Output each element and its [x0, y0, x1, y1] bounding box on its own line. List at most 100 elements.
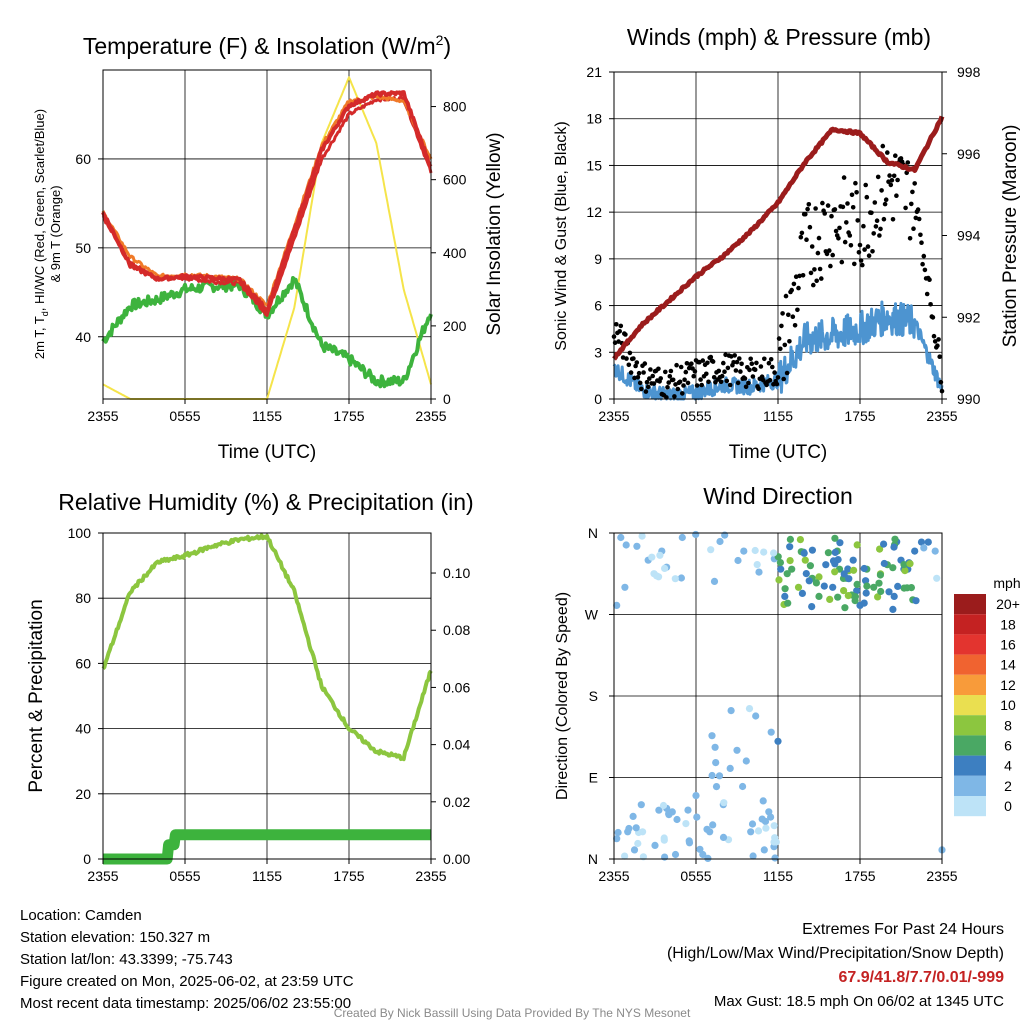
direction-point	[786, 543, 794, 551]
direction-point	[745, 705, 754, 713]
direction-point	[659, 801, 668, 810]
gust-point	[811, 282, 816, 288]
gust-point	[935, 343, 940, 349]
gust-point	[799, 230, 805, 236]
gust-point	[766, 360, 772, 366]
direction-point	[629, 812, 637, 821]
wind-y-tick-label: 15	[586, 157, 602, 173]
direction-point	[831, 548, 839, 557]
gust-point	[748, 356, 753, 362]
direction-point	[880, 559, 888, 568]
direction-point	[786, 535, 795, 544]
gust-point	[692, 369, 698, 374]
gust-point	[791, 281, 797, 287]
wind-y-tick-label: 3	[594, 344, 602, 360]
direction-point	[704, 854, 712, 863]
wind-y-tick-label: 21	[586, 64, 602, 80]
gust-point	[820, 200, 825, 206]
gust-point	[792, 323, 798, 328]
direction-point	[840, 570, 848, 578]
direction-ylabel: Direction (Colored By Speed)	[554, 592, 571, 800]
direction-point	[802, 570, 810, 578]
gust-point	[733, 368, 739, 373]
direction-point	[715, 772, 724, 780]
gust-point	[891, 173, 897, 179]
direction-point	[815, 573, 823, 581]
station-elevation: Station elevation: 150.327 m	[20, 929, 211, 946]
direction-point	[739, 782, 747, 791]
gust-point	[778, 346, 783, 352]
gust-point	[786, 312, 791, 318]
gust-point	[819, 276, 824, 281]
direction-point	[733, 746, 741, 754]
direction-point	[761, 817, 770, 826]
direction-point	[614, 828, 622, 837]
direction-point	[661, 853, 669, 861]
gust-point	[689, 361, 694, 367]
wind-y-tick-label: 0	[594, 391, 602, 407]
gust-point	[873, 224, 879, 229]
legend-swatch	[954, 634, 986, 655]
humidity-line	[101, 533, 433, 762]
gust-point	[747, 367, 752, 373]
direction-point	[924, 538, 932, 546]
direction-point	[727, 707, 735, 715]
pressure-y-tick-label: 992	[957, 309, 981, 325]
direction-point	[692, 530, 700, 539]
direction-point	[726, 764, 734, 773]
gust-point	[737, 356, 742, 361]
gust-point	[627, 350, 633, 356]
direction-y-tick-label: W	[585, 607, 599, 623]
direction-x-tick-label: 0555	[680, 868, 711, 884]
direction-point	[708, 732, 716, 740]
gust-point	[861, 223, 866, 229]
temperature-gridlines	[103, 70, 431, 399]
temperature-y-tick-label: 50	[75, 240, 91, 256]
direction-point	[901, 567, 909, 575]
direction-point	[638, 532, 646, 540]
gust-point	[645, 384, 651, 390]
direction-point	[652, 572, 661, 580]
direction-point	[665, 811, 673, 819]
gust-point	[797, 273, 802, 279]
direction-point	[673, 815, 681, 824]
gust-point	[735, 380, 741, 386]
direction-point	[889, 564, 897, 572]
direction-x-tick-label: 2355	[926, 868, 957, 884]
humidity-ylabel: Percent & Precipitation	[26, 599, 47, 792]
gust-point	[725, 365, 731, 371]
direction-point	[853, 587, 861, 595]
temperature-ylabel-line2: & 9m T (Orange)	[48, 185, 63, 282]
temperature-y-tick-label: 40	[75, 329, 91, 345]
direction-point	[906, 560, 914, 568]
direction-point	[880, 540, 888, 548]
temperature-xlabel: Time (UTC)	[218, 442, 317, 463]
gust-point	[888, 182, 894, 188]
temperature-x-tick-label: 0555	[169, 408, 200, 424]
gust-point	[634, 360, 640, 365]
gust-point	[915, 207, 921, 212]
gust-point	[639, 386, 644, 392]
gust-point	[772, 370, 777, 375]
direction-point	[836, 539, 844, 547]
direction-point	[671, 575, 679, 583]
direction-y-tick-label: S	[589, 688, 598, 704]
direction-point	[772, 838, 780, 846]
gust-point	[847, 233, 853, 238]
direction-point	[860, 599, 868, 607]
direction-point	[815, 592, 823, 601]
direction-point	[840, 587, 848, 595]
gust-point	[894, 193, 899, 198]
gust-point	[920, 261, 925, 267]
gust-point	[789, 287, 794, 293]
direction-point	[798, 589, 807, 598]
direction-point	[685, 839, 694, 847]
gust-point	[635, 375, 641, 380]
gust-point	[905, 160, 911, 165]
wind-ylabel: Sonic Wind & Gust (Blue, Black)	[553, 121, 570, 350]
gust-point	[862, 247, 867, 252]
gust-point	[871, 231, 876, 236]
gust-point	[644, 379, 650, 385]
wind-x-tick-label: 2355	[926, 408, 957, 424]
gust-point	[631, 356, 636, 361]
